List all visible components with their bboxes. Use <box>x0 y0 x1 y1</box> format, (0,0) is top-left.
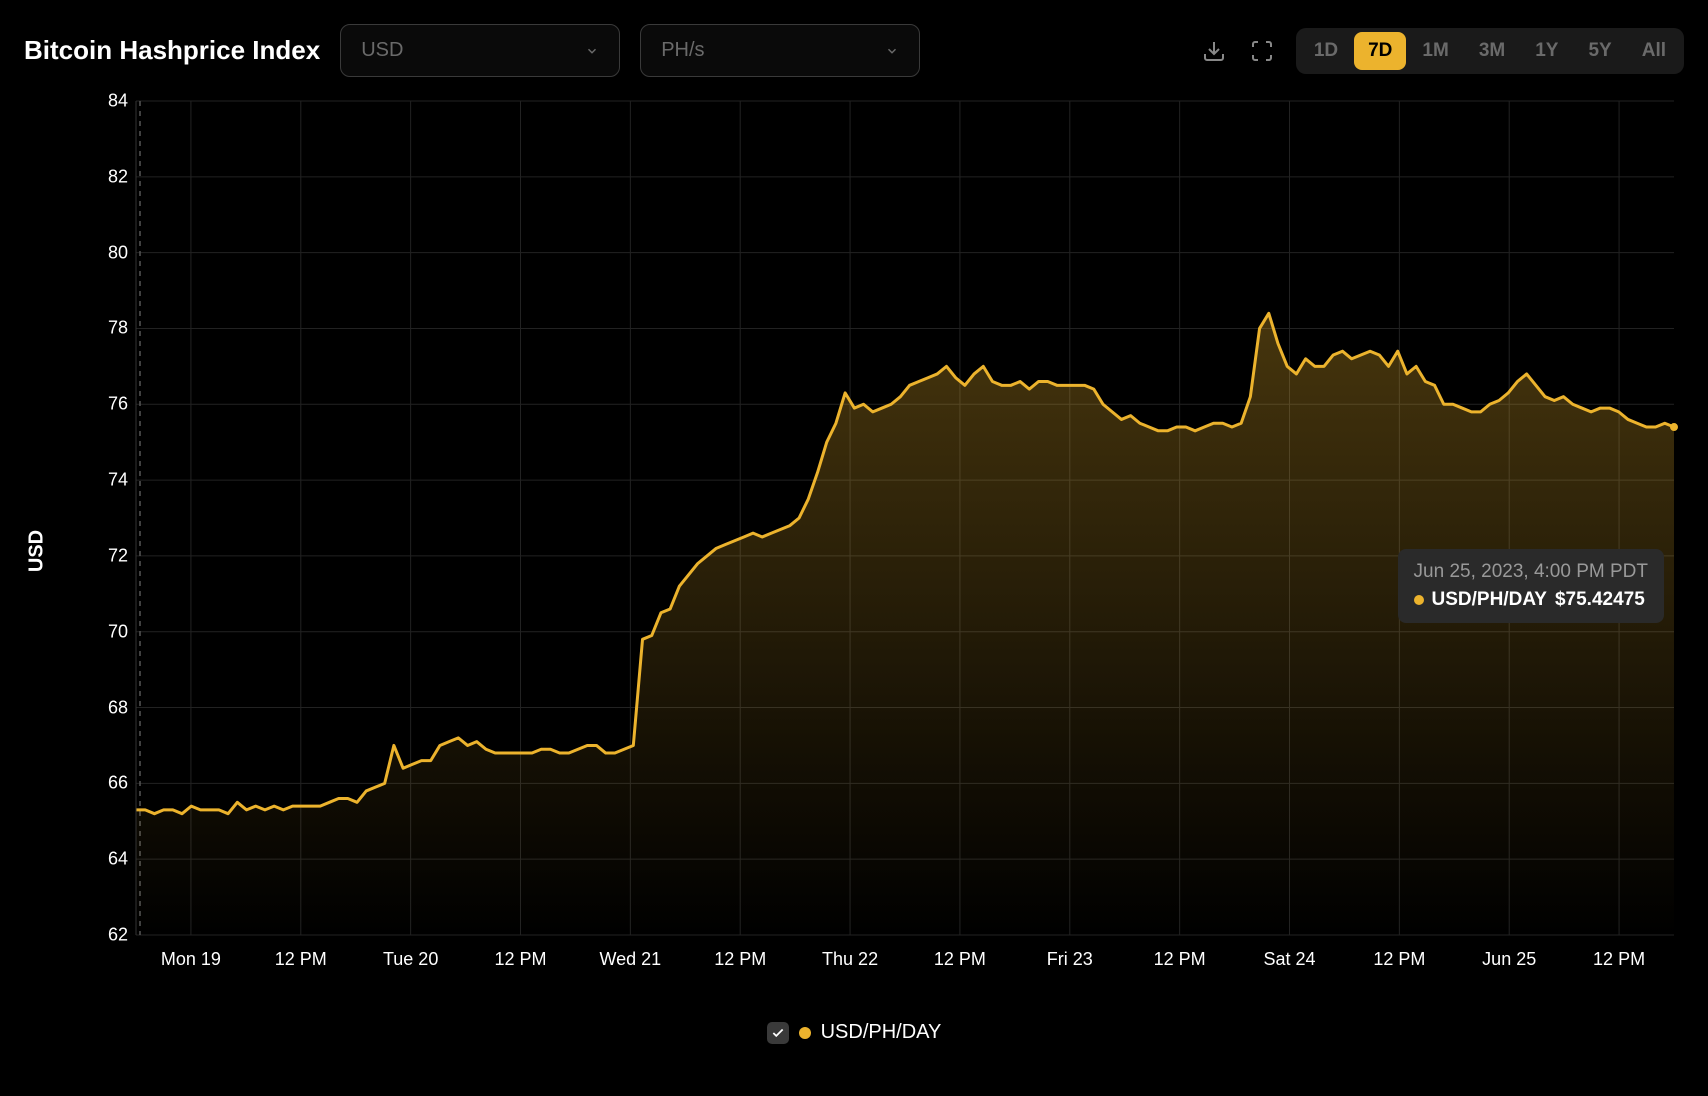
y-tick-label: 64 <box>108 849 128 870</box>
time-range-group: 1D 7D 1M 3M 1Y 5Y All <box>1296 28 1684 74</box>
chart-tooltip: Jun 25, 2023, 4:00 PM PDT USD/PH/DAY $75… <box>1398 549 1664 623</box>
y-tick-label: 78 <box>108 318 128 339</box>
unit-dropdown-value: PH/s <box>661 39 704 62</box>
x-tick-label: Fri 23 <box>1047 949 1093 970</box>
x-tick-label: Wed 21 <box>599 949 661 970</box>
y-tick-label: 62 <box>108 925 128 946</box>
y-tick-label: 72 <box>108 545 128 566</box>
range-all[interactable]: All <box>1628 32 1680 70</box>
y-tick-label: 82 <box>108 166 128 187</box>
x-tick-label: Jun 25 <box>1482 949 1536 970</box>
y-tick-label: 74 <box>108 470 128 491</box>
range-1y[interactable]: 1Y <box>1521 32 1572 70</box>
legend-dot-icon <box>799 1027 811 1039</box>
currency-dropdown-value: USD <box>361 39 403 62</box>
download-icon[interactable] <box>1200 37 1228 65</box>
y-axis-label: USD <box>26 530 49 572</box>
y-tick-label: 80 <box>108 242 128 263</box>
legend-checkbox[interactable] <box>767 1022 789 1044</box>
x-tick-label: 12 PM <box>1154 949 1206 970</box>
x-tick-label: 12 PM <box>714 949 766 970</box>
chart-container: USD 62 64 66 68 70 72 74 76 78 80 82 84 Mon 19 12 PM… <box>24 91 1684 1011</box>
y-tick-label: 84 <box>108 91 128 112</box>
tooltip-date: Jun 25, 2023, 4:00 PM PDT <box>1414 561 1648 583</box>
x-tick-label: 12 PM <box>934 949 986 970</box>
unit-dropdown[interactable]: PH/s <box>640 24 920 77</box>
chart-legend: USD/PH/DAY <box>24 1021 1684 1044</box>
x-tick-label: Mon 19 <box>161 949 221 970</box>
fullscreen-icon[interactable] <box>1248 37 1276 65</box>
range-1m[interactable]: 1M <box>1408 32 1462 70</box>
currency-dropdown[interactable]: USD <box>340 24 620 77</box>
tooltip-value-row: USD/PH/DAY $75.42475 <box>1414 589 1648 611</box>
legend-label: USD/PH/DAY <box>821 1021 942 1044</box>
y-tick-label: 76 <box>108 394 128 415</box>
x-tick-label: 12 PM <box>494 949 546 970</box>
chevron-down-icon <box>885 44 899 58</box>
y-tick-label: 68 <box>108 697 128 718</box>
x-tick-label: Tue 20 <box>383 949 438 970</box>
x-tick-label: 12 PM <box>1593 949 1645 970</box>
chart-svg <box>24 91 1684 981</box>
page-title: Bitcoin Hashprice Index <box>24 35 320 66</box>
x-tick-label: Sat 24 <box>1263 949 1315 970</box>
tooltip-value: $75.42475 <box>1555 589 1645 611</box>
header-bar: Bitcoin Hashprice Index USD PH/s 1D 7D 1… <box>24 24 1684 77</box>
tooltip-series-label: USD/PH/DAY <box>1432 589 1547 611</box>
range-5y[interactable]: 5Y <box>1574 32 1625 70</box>
x-tick-label: 12 PM <box>1373 949 1425 970</box>
chevron-down-icon <box>585 44 599 58</box>
y-axis-label-wrap: USD <box>26 530 49 572</box>
range-7d[interactable]: 7D <box>1354 32 1406 70</box>
y-tick-label: 70 <box>108 621 128 642</box>
x-tick-label: Thu 22 <box>822 949 878 970</box>
tooltip-dot-icon <box>1414 595 1424 605</box>
range-1d[interactable]: 1D <box>1300 32 1352 70</box>
range-3m[interactable]: 3M <box>1465 32 1519 70</box>
x-tick-label: 12 PM <box>275 949 327 970</box>
y-tick-label: 66 <box>108 773 128 794</box>
